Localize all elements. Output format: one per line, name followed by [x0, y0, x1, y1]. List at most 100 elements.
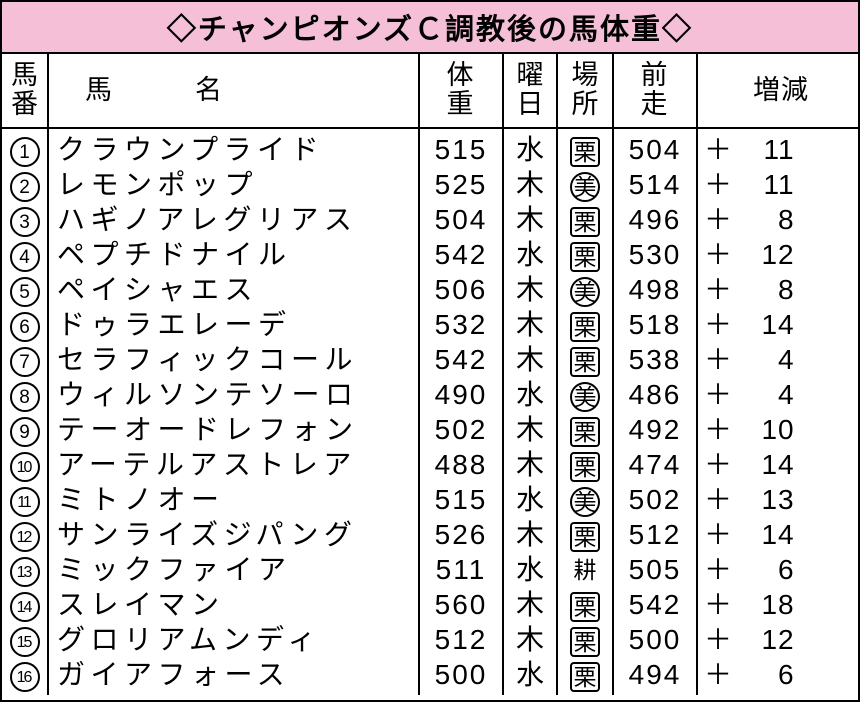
horse-number-icon: 7 [10, 347, 40, 377]
cell-prev: 474 [613, 447, 697, 482]
cell-day: 水 [503, 128, 557, 167]
place-icon: 栗 [570, 592, 600, 622]
cell-prev: 500 [613, 622, 697, 657]
cell-day: 木 [503, 307, 557, 342]
cell-num: 12 [2, 517, 48, 552]
place-icon: 栗 [570, 522, 600, 552]
cell-weight: 532 [419, 307, 503, 342]
cell-name: ガイアフォース [48, 657, 419, 695]
cell-diff: ＋12 [697, 622, 858, 657]
cell-num: 11 [2, 482, 48, 517]
cell-num: 6 [2, 307, 48, 342]
cell-weight: 488 [419, 447, 503, 482]
cell-day: 木 [503, 202, 557, 237]
place-icon: 栗 [570, 347, 600, 377]
table-row: 11ミトノオー515水美502＋13 [2, 482, 858, 517]
header-day: 曜日 [503, 54, 557, 128]
table-row: 13ミックファイア511水耕505＋6 [2, 552, 858, 587]
cell-diff: ＋11 [697, 167, 858, 202]
place-icon: 美 [570, 172, 600, 202]
cell-name: ミックファイア [48, 552, 419, 587]
cell-name: ペプチドナイル [48, 237, 419, 272]
place-icon: 栗 [570, 312, 600, 342]
cell-weight: 511 [419, 552, 503, 587]
cell-diff: ＋12 [697, 237, 858, 272]
cell-name: レモンポップ [48, 167, 419, 202]
cell-prev: 502 [613, 482, 697, 517]
cell-weight: 506 [419, 272, 503, 307]
cell-prev: 505 [613, 552, 697, 587]
table-row: 5ペイシャエス506木美498＋8 [2, 272, 858, 307]
place-icon: 栗 [570, 417, 600, 447]
horse-number-icon: 8 [10, 382, 40, 412]
cell-place: 栗 [557, 202, 613, 237]
horse-number-icon: 9 [10, 417, 40, 447]
table-row: 15グロリアムンディ512木栗500＋12 [2, 622, 858, 657]
table-row: 16ガイアフォース500水栗494＋6 [2, 657, 858, 695]
cell-place: 栗 [557, 657, 613, 695]
table-body: 1クラウンプライド515水栗504＋112レモンポップ525木美514＋113ハ… [2, 128, 858, 695]
cell-weight: 542 [419, 342, 503, 377]
cell-name: ミトノオー [48, 482, 419, 517]
cell-weight: 560 [419, 587, 503, 622]
header-prev: 前走 [613, 54, 697, 128]
cell-day: 水 [503, 237, 557, 272]
cell-num: 13 [2, 552, 48, 587]
cell-prev: 514 [613, 167, 697, 202]
cell-num: 1 [2, 128, 48, 167]
cell-num: 3 [2, 202, 48, 237]
cell-name: クラウンプライド [48, 128, 419, 167]
header-num: 馬番 [2, 54, 48, 128]
cell-num: 14 [2, 587, 48, 622]
place-icon: 耕 [570, 557, 600, 587]
cell-name: ペイシャエス [48, 272, 419, 307]
cell-prev: 512 [613, 517, 697, 552]
horse-number-icon: 10 [10, 452, 40, 482]
horse-number-icon: 12 [10, 522, 40, 552]
horse-number-icon: 5 [10, 277, 40, 307]
cell-place: 栗 [557, 517, 613, 552]
table-row: 3ハギノアレグリアス504木栗496＋8 [2, 202, 858, 237]
place-icon: 美 [570, 277, 600, 307]
horse-number-icon: 4 [10, 242, 40, 272]
cell-day: 木 [503, 342, 557, 377]
header-diff: 増減 [697, 54, 858, 128]
cell-diff: ＋4 [697, 377, 858, 412]
cell-prev: 542 [613, 587, 697, 622]
place-icon: 栗 [570, 242, 600, 272]
cell-name: アーテルアストレア [48, 447, 419, 482]
cell-place: 栗 [557, 237, 613, 272]
cell-num: 2 [2, 167, 48, 202]
cell-diff: ＋14 [697, 517, 858, 552]
cell-weight: 542 [419, 237, 503, 272]
cell-place: 耕 [557, 552, 613, 587]
cell-num: 4 [2, 237, 48, 272]
cell-diff: ＋8 [697, 272, 858, 307]
cell-place: 栗 [557, 342, 613, 377]
cell-weight: 500 [419, 657, 503, 695]
cell-diff: ＋11 [697, 128, 858, 167]
cell-name: ドゥラエレーデ [48, 307, 419, 342]
cell-diff: ＋6 [697, 657, 858, 695]
cell-place: 美 [557, 167, 613, 202]
horse-number-icon: 3 [10, 207, 40, 237]
cell-day: 木 [503, 412, 557, 447]
cell-num: 9 [2, 412, 48, 447]
cell-diff: ＋14 [697, 447, 858, 482]
cell-prev: 494 [613, 657, 697, 695]
cell-num: 15 [2, 622, 48, 657]
horse-number-icon: 2 [10, 172, 40, 202]
cell-weight: 526 [419, 517, 503, 552]
horse-number-icon: 1 [10, 137, 40, 167]
cell-place: 美 [557, 272, 613, 307]
cell-num: 8 [2, 377, 48, 412]
table-row: 2レモンポップ525木美514＋11 [2, 167, 858, 202]
cell-place: 栗 [557, 587, 613, 622]
cell-weight: 490 [419, 377, 503, 412]
cell-prev: 504 [613, 128, 697, 167]
cell-name: スレイマン [48, 587, 419, 622]
horse-number-icon: 16 [10, 662, 40, 692]
table-row: 14スレイマン560木栗542＋18 [2, 587, 858, 622]
table-row: 6ドゥラエレーデ532木栗518＋14 [2, 307, 858, 342]
cell-prev: 498 [613, 272, 697, 307]
